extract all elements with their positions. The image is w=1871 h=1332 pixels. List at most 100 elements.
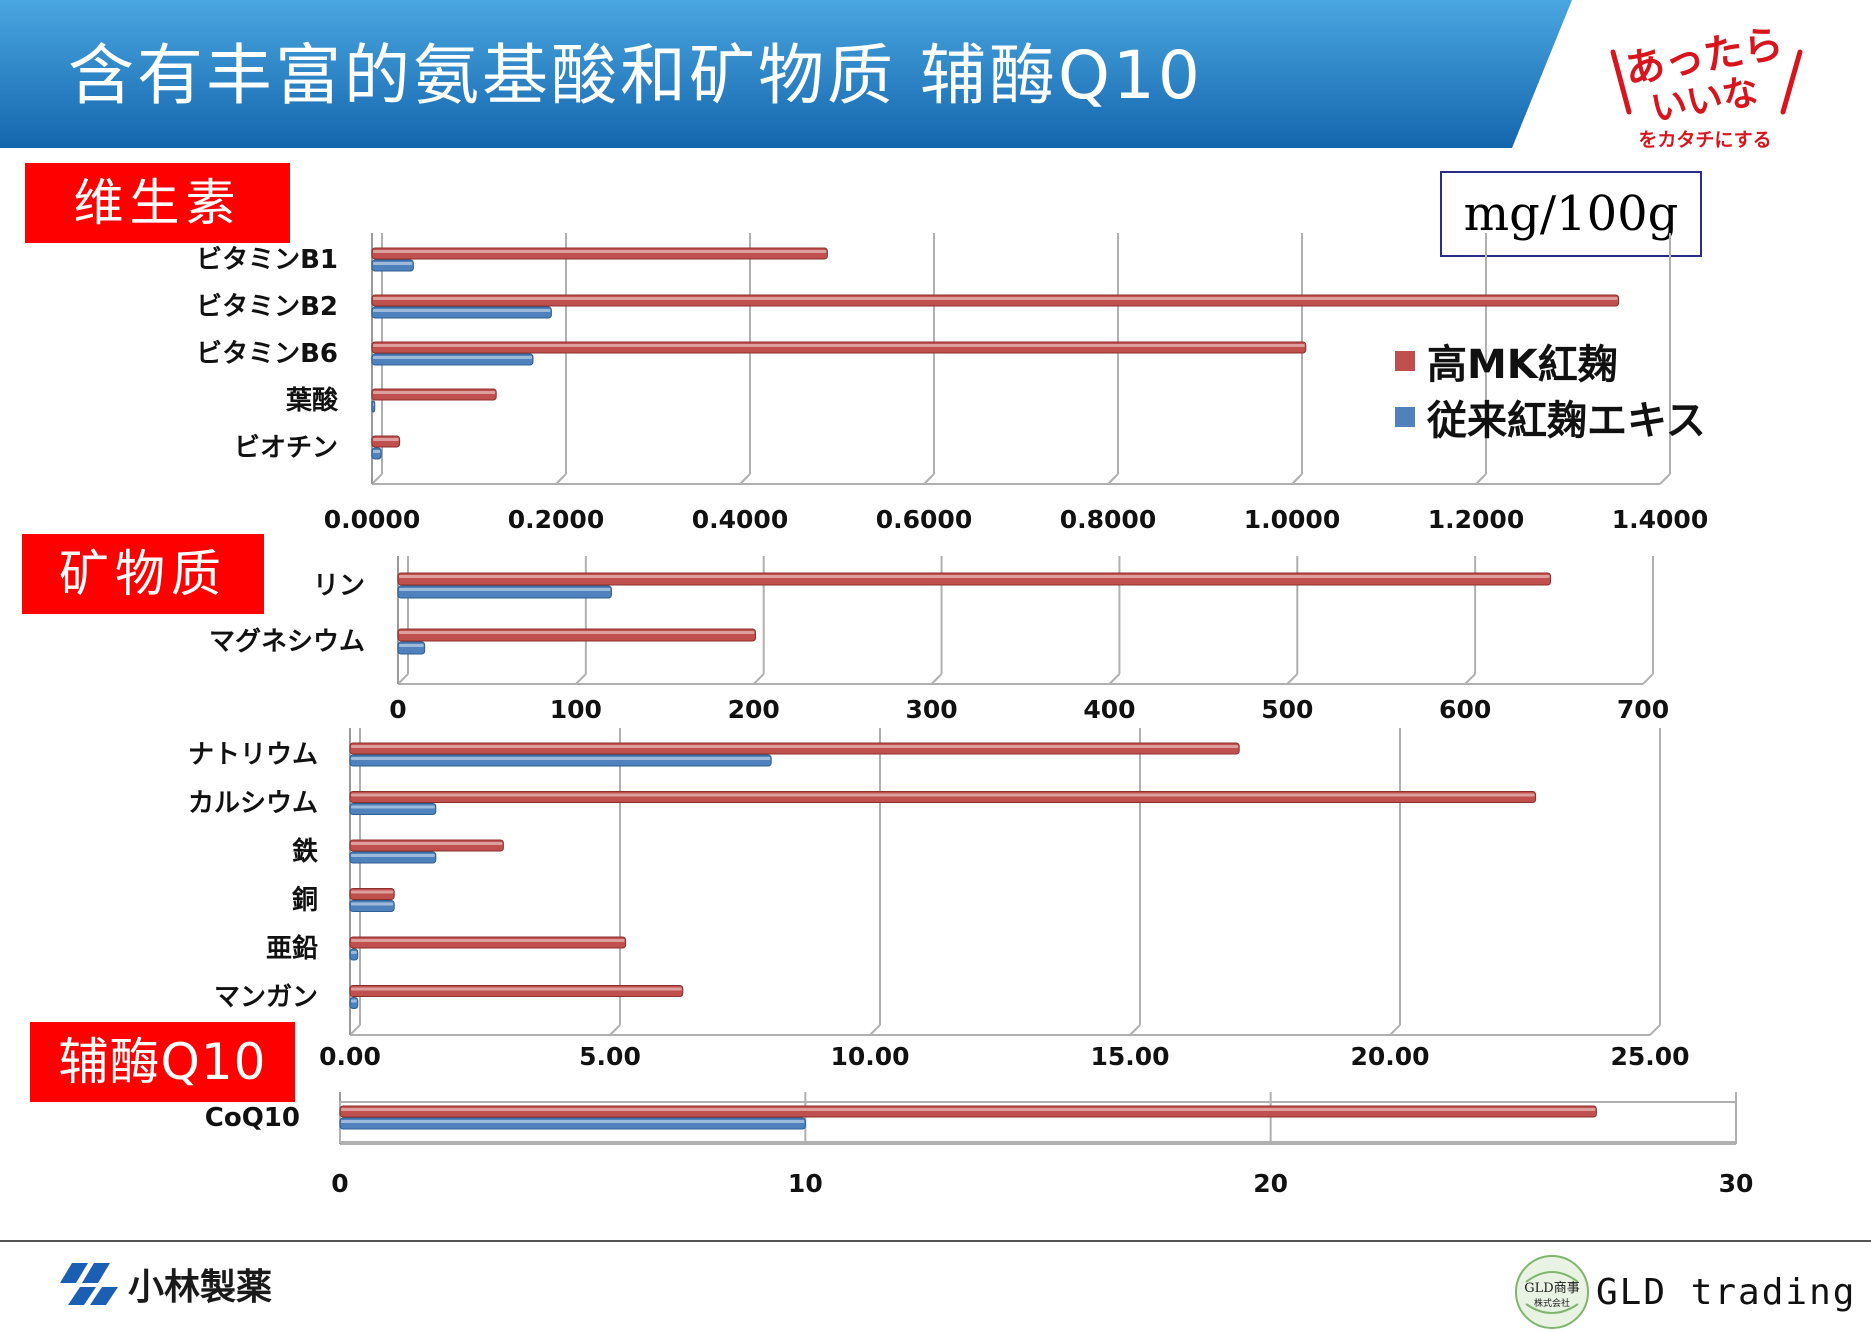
x-tick-label: 0.8000 (1060, 505, 1156, 534)
bar-high-mk (371, 341, 1307, 354)
x-tick-label: 500 (1261, 695, 1313, 724)
bar-high-mk (371, 294, 1620, 307)
company-mark-icon (60, 1263, 118, 1305)
bar-highlight (399, 575, 1550, 578)
coq10-bar-chart: 0 10 20 30 CoQ10 (205, 1092, 1754, 1198)
bar-high-mk (371, 435, 401, 448)
x-tick-label: 1.2000 (1428, 505, 1524, 534)
x-tick-label: 600 (1439, 695, 1491, 724)
category-label: ナトリウム (188, 740, 318, 770)
bar-highlight (351, 951, 357, 954)
bar-highlight (351, 805, 435, 809)
category-label: 銅 (292, 885, 318, 916)
bar-highlight (373, 403, 374, 406)
category-label: カルシウム (188, 789, 318, 819)
bar-highlight (341, 1120, 805, 1123)
bar-high-mk (339, 1105, 1597, 1118)
bar-highlight (351, 842, 503, 845)
x-tick-label: 5.00 (579, 1042, 641, 1071)
gridline-depth (753, 673, 765, 685)
x-tick-label: 20.00 (1350, 1042, 1429, 1071)
bar-conventional (339, 1117, 806, 1130)
bar-high-mk (349, 888, 395, 900)
bar-highlight (399, 588, 611, 591)
bar-high-mk (397, 628, 756, 642)
category-label: リン (313, 571, 365, 601)
gridline-depth (1475, 473, 1487, 485)
gridline-depth (869, 1024, 881, 1036)
bar-high-mk (349, 985, 684, 997)
bar-highlight (351, 757, 771, 760)
partner-logo: GLD商事 株式会社 GLD trading (1512, 1252, 1856, 1332)
bar-highlight (373, 309, 551, 312)
legend-label-conventional: 従来紅麹エキス (1427, 398, 1706, 444)
x-tick-label: 1.0000 (1244, 505, 1340, 534)
x-tick-label: 300 (905, 695, 957, 724)
gridline-depth (1649, 1024, 1661, 1036)
gridline-depth (1108, 673, 1121, 685)
gridline-depth (575, 673, 587, 685)
x-tick-label: 700 (1617, 695, 1669, 724)
bar-high-mk (349, 936, 627, 949)
x-tick-label: 0.0000 (324, 505, 420, 534)
gridline-depth (349, 1024, 361, 1036)
x-tick-label: 0.6000 (876, 505, 972, 534)
partner-name: GLD trading (1596, 1271, 1857, 1313)
gridline-depth (1286, 673, 1298, 685)
bar-conventional (371, 447, 382, 460)
x-tick-label: 0 (389, 695, 406, 724)
bar-highlight (341, 1108, 1596, 1111)
bar-highlight (373, 438, 399, 441)
section-label-vitamins: 维生素 (25, 163, 290, 243)
bar-conventional (349, 900, 395, 912)
bar-conventional (371, 306, 552, 319)
bar-highlight (373, 344, 1305, 347)
svg-text:GLD商事: GLD商事 (1524, 1281, 1579, 1296)
bar-conventional (349, 803, 437, 815)
bar-highlight (351, 745, 1239, 748)
category-label: ビタミンB1 (196, 245, 338, 275)
legend-label-high-mk: 高MK紅麹 (1427, 342, 1618, 388)
bar-highlight (351, 987, 682, 991)
bar-high-mk (371, 388, 497, 401)
bar-high-mk (349, 839, 504, 852)
legend-item-conventional: 従来紅麹エキス (1395, 389, 1706, 445)
x-tick-label: 30 (1719, 1169, 1754, 1198)
legend-swatch-conventional (1395, 407, 1415, 427)
bar-highlight (351, 999, 357, 1003)
svg-text:株式会社: 株式会社 (1534, 1297, 1570, 1309)
x-tick-label: 0 (331, 1169, 348, 1198)
bar-highlight (351, 890, 394, 894)
minerals-trace-bar-chart: 0.00 5.00 10.00 15.00 20.00 25.00 ナトリウムカルシウム鉄銅… (188, 728, 1690, 1071)
section-label-coq10: 辅酶Q10 (30, 1022, 295, 1102)
gridline-depth (555, 473, 567, 485)
category-label: CoQ10 (205, 1103, 300, 1133)
x-tick-label: 100 (550, 695, 602, 724)
bar-conventional (349, 851, 437, 864)
gridline-depth (1129, 1024, 1141, 1036)
gridline-depth (1659, 473, 1671, 485)
bar-conventional (371, 400, 376, 413)
bar-conventional (397, 585, 612, 599)
category-label: 葉酸 (285, 386, 339, 416)
bar-conventional (349, 997, 359, 1009)
gridline-depth (930, 673, 943, 685)
category-label: マグネシウム (209, 627, 365, 657)
bar-high-mk (397, 572, 1552, 586)
bar-highlight (351, 902, 394, 906)
svg-text:をカタチにする: をカタチにする (1638, 129, 1771, 151)
brand-slogan-logo: あったら いいな をカタチにする (1610, 21, 1803, 151)
gridline-depth (923, 473, 935, 485)
gridline-depth (1642, 673, 1654, 685)
category-label: ビタミンB2 (196, 292, 338, 322)
x-tick-label: 0.4000 (692, 505, 788, 534)
x-tick-label: 15.00 (1090, 1042, 1169, 1071)
legend-swatch-high-mk (1395, 351, 1415, 371)
bar-highlight (373, 356, 532, 359)
bar-highlight (373, 297, 1618, 300)
bar-high-mk (349, 791, 1537, 803)
category-label: マンガン (214, 983, 318, 1013)
partner-globe-icon: GLD商事 株式会社 (1515, 1255, 1589, 1329)
page-title: 含有丰富的氨基酸和矿物质 辅酶Q10 (68, 37, 1203, 114)
